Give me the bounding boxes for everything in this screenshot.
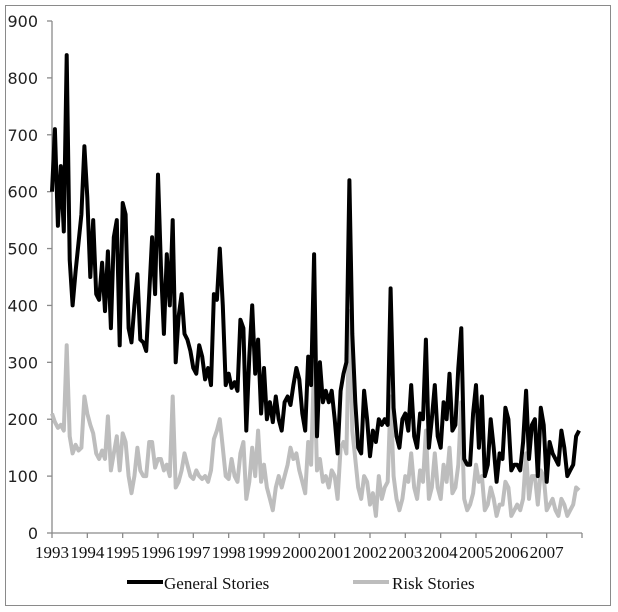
x-tick-label: 1999 [247,543,281,562]
x-tick-label: 2000 [282,543,316,562]
x-tick-label: 1997 [176,543,211,562]
x-tick-label: 2002 [353,543,387,562]
y-tick-label: 200 [7,410,38,429]
y-tick-label: 700 [7,126,38,145]
y-tick-label: 400 [7,296,38,315]
x-axis: 1993 1994 1995 1996 1997 1998 1999 2000 2001 2002… [35,532,583,562]
x-tick-label: 2006 [494,543,528,562]
x-tick-label: 1996 [141,543,175,562]
plot-lines [50,53,581,518]
x-tick-label: 2007 [530,543,565,562]
y-tick-label: 500 [7,240,38,259]
x-tick-label: 1994 [70,543,105,562]
y-tick-label: 600 [7,183,38,202]
x-tick-label: 1993 [35,543,69,562]
y-tick-label: 900 [7,12,38,31]
y-tick-label: 100 [7,467,38,486]
x-tick-label: 2003 [388,543,422,562]
x-tick-label: 2004 [424,543,459,562]
y-tick-label: 300 [7,353,38,372]
x-tick-label: 2005 [459,543,493,562]
legend: General Stories Risk Stories [127,574,475,593]
legend-label-general: General Stories [164,574,269,593]
y-tick-label: 800 [7,69,38,88]
y-tick-label: 0 [28,524,38,543]
x-tick-label: 2001 [318,543,352,562]
legend-label-risk: Risk Stories [392,574,475,593]
y-axis: 0 100 200 300 400 500 600 700 800 900 [7,12,53,543]
x-tick-label: 1995 [106,543,140,562]
x-tick-label: 1998 [212,543,246,562]
series-line-general [50,53,581,484]
